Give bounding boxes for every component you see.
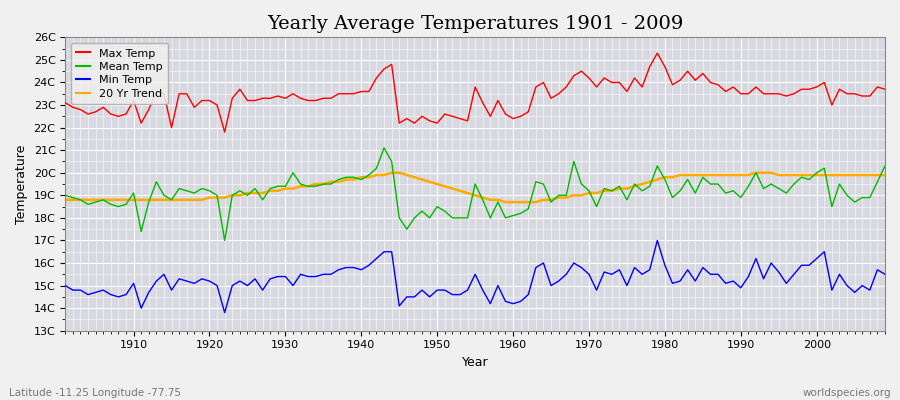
Max Temp <box>652 51 662 56</box>
Max Temp <box>60 100 71 105</box>
20 Yr Trend <box>516 200 526 204</box>
Max Temp <box>508 116 518 121</box>
Min Temp <box>879 272 890 277</box>
Min Temp <box>220 310 230 315</box>
Max Temp <box>341 91 352 96</box>
Mean Temp <box>60 193 71 198</box>
20 Yr Trend <box>121 198 131 202</box>
Max Temp <box>879 87 890 92</box>
Title: Yearly Average Temperatures 1901 - 2009: Yearly Average Temperatures 1901 - 2009 <box>267 15 683 33</box>
Text: worldspecies.org: worldspecies.org <box>803 388 891 398</box>
Line: Mean Temp: Mean Temp <box>66 148 885 240</box>
20 Yr Trend <box>500 200 511 204</box>
Mean Temp <box>516 211 526 216</box>
20 Yr Trend <box>288 186 299 191</box>
Max Temp <box>220 130 230 134</box>
20 Yr Trend <box>60 198 71 202</box>
Mean Temp <box>523 206 534 211</box>
Mean Temp <box>614 184 625 189</box>
X-axis label: Year: Year <box>462 356 489 369</box>
Min Temp <box>508 301 518 306</box>
Text: Latitude -11.25 Longitude -77.75: Latitude -11.25 Longitude -77.75 <box>9 388 181 398</box>
Min Temp <box>516 299 526 304</box>
Mean Temp <box>121 202 131 207</box>
Mean Temp <box>220 238 230 243</box>
Min Temp <box>121 292 131 297</box>
20 Yr Trend <box>879 173 890 178</box>
Mean Temp <box>879 164 890 168</box>
Legend: Max Temp, Mean Temp, Min Temp, 20 Yr Trend: Max Temp, Mean Temp, Min Temp, 20 Yr Tre… <box>71 43 167 104</box>
20 Yr Trend <box>386 170 397 175</box>
Max Temp <box>607 80 617 85</box>
20 Yr Trend <box>333 179 344 184</box>
Max Temp <box>295 96 306 101</box>
Min Temp <box>60 283 71 288</box>
20 Yr Trend <box>614 186 625 191</box>
Min Temp <box>652 238 662 243</box>
Mean Temp <box>379 146 390 150</box>
20 Yr Trend <box>523 200 534 204</box>
Max Temp <box>516 114 526 119</box>
Y-axis label: Temperature: Temperature <box>15 144 28 224</box>
Line: Max Temp: Max Temp <box>66 53 885 132</box>
Min Temp <box>295 272 306 277</box>
Line: 20 Yr Trend: 20 Yr Trend <box>66 173 885 202</box>
Line: Min Temp: Min Temp <box>66 240 885 313</box>
Max Temp <box>121 112 131 116</box>
Mean Temp <box>341 175 352 180</box>
Min Temp <box>341 265 352 270</box>
Min Temp <box>607 272 617 277</box>
Mean Temp <box>295 182 306 186</box>
